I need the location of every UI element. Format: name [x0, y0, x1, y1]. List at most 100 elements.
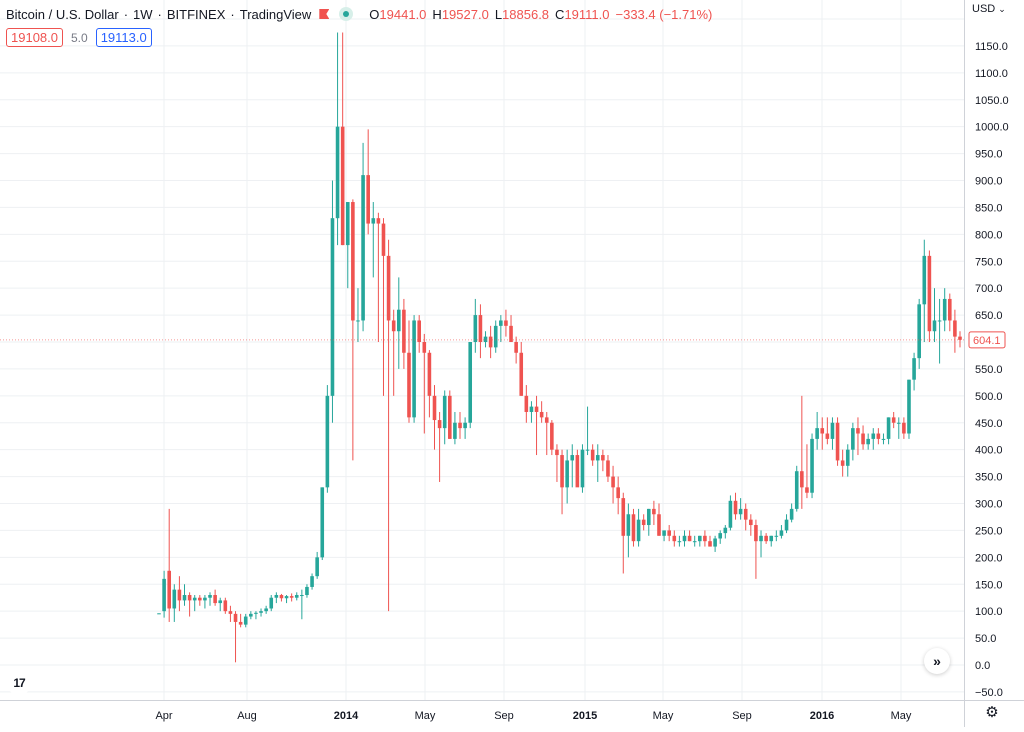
- candle-body: [366, 175, 370, 224]
- candle-body: [754, 525, 758, 542]
- candle: [376, 212, 381, 342]
- price-tick-label: 0.0: [975, 660, 990, 672]
- time-tick-label: 2015: [573, 710, 597, 722]
- candle-body: [198, 597, 202, 601]
- candle-body: [636, 519, 641, 542]
- candle-body: [192, 597, 197, 601]
- time-axis[interactable]: Apr Aug 2014 May Sep 2015 May Sep 2016 May: [0, 700, 964, 727]
- candle: [738, 498, 743, 520]
- candle: [524, 385, 529, 423]
- candle-body: [794, 471, 799, 509]
- candle: [866, 433, 870, 450]
- candle: [917, 298, 921, 369]
- candle: [779, 525, 784, 539]
- tradingview-logo-icon[interactable]: 17: [6, 672, 32, 694]
- candle-body: [902, 422, 906, 434]
- candle-body: [203, 597, 207, 601]
- candlestick-chart[interactable]: [0, 0, 964, 700]
- price-axis[interactable]: 1150.0 1100.0 1050.0 1000.0 950.0 900.0 850.0 8…: [964, 0, 1024, 700]
- candle: [733, 492, 738, 520]
- candle: [279, 593, 284, 602]
- market-status-icon[interactable]: [339, 7, 354, 21]
- candle: [840, 449, 845, 477]
- candle-body: [488, 336, 493, 348]
- candle: [228, 605, 233, 622]
- open-label: O: [369, 6, 380, 22]
- flag-icon[interactable]: [319, 9, 330, 19]
- bid-button[interactable]: 19108.0: [6, 28, 63, 47]
- candle: [208, 592, 212, 606]
- candle-body: [575, 455, 580, 488]
- candle-body: [835, 422, 840, 461]
- candle: [560, 449, 564, 515]
- candle: [851, 422, 855, 461]
- candle: [881, 433, 886, 445]
- candle-body: [300, 595, 304, 597]
- price-axis-scale: 1150.0 1100.0 1050.0 1000.0 950.0 900.0 850.0 8…: [968, 41, 1009, 699]
- candle: [672, 530, 677, 547]
- candle-body: [432, 395, 437, 421]
- gear-icon[interactable]: ⚙: [985, 704, 999, 721]
- candle-body: [937, 320, 942, 322]
- candle-body: [172, 589, 177, 609]
- candle-body: [922, 255, 927, 305]
- candle: [728, 495, 733, 531]
- candle: [509, 315, 513, 342]
- candle: [932, 288, 937, 342]
- candle-body: [417, 320, 421, 342]
- candle-body: [927, 255, 932, 332]
- candle-body: [723, 527, 728, 534]
- candle-body: [682, 535, 687, 542]
- candle: [203, 595, 207, 609]
- candle: [305, 584, 309, 598]
- interval-label[interactable]: 1W: [133, 6, 153, 22]
- time-tick-label: May: [891, 710, 912, 722]
- candle: [580, 444, 585, 493]
- spread-value: 5.0: [71, 30, 88, 45]
- candle-body: [810, 438, 814, 493]
- candle-body: [284, 596, 289, 599]
- candle: [590, 444, 595, 466]
- chart-pane[interactable]: [0, 0, 964, 700]
- candle-body: [840, 460, 845, 466]
- time-axis-scale: Apr Aug 2014 May Sep 2015 May Sep 2016 May: [155, 710, 912, 722]
- candle: [896, 417, 901, 439]
- candle-body: [881, 438, 886, 440]
- candle: [784, 514, 789, 534]
- candle: [442, 390, 447, 445]
- time-tick-label: 2016: [810, 710, 834, 722]
- candle-body: [340, 126, 345, 246]
- candle-body: [825, 433, 830, 439]
- candle: [825, 417, 830, 445]
- change-value: −333.4 (−1.71%): [615, 6, 713, 22]
- candle: [340, 32, 345, 246]
- candle: [565, 449, 569, 504]
- symbol-legend: Bitcoin / U.S. Dollar · 1W · BITFINEX · …: [6, 5, 712, 23]
- candle: [585, 406, 590, 456]
- candle-body: [743, 508, 748, 520]
- candle: [550, 420, 554, 456]
- candle-body: [504, 320, 508, 326]
- currency-selector[interactable]: USD ⌄: [972, 3, 1006, 15]
- candle: [223, 597, 228, 614]
- candle-body: [953, 320, 957, 337]
- price-tick-label: 650.0: [975, 310, 1003, 322]
- ask-button[interactable]: 19113.0: [95, 28, 152, 47]
- candle: [754, 519, 758, 579]
- candle-body: [335, 126, 340, 219]
- candle-body: [626, 514, 631, 536]
- candle-body: [958, 336, 962, 340]
- symbol-name[interactable]: Bitcoin / U.S. Dollar: [6, 6, 119, 22]
- price-tick-label: 300.0: [975, 499, 1003, 511]
- quote-panel: 19108.0 5.0 19113.0: [6, 28, 152, 47]
- candle-body: [891, 417, 896, 423]
- candle: [233, 611, 238, 663]
- candle: [641, 514, 646, 531]
- price-tick-label: 50.0: [975, 633, 996, 645]
- candle-body: [208, 595, 212, 598]
- candle-body: [345, 202, 350, 246]
- candle: [177, 576, 182, 612]
- high-label: H: [432, 6, 442, 22]
- double-chevron-right-icon[interactable]: »: [924, 648, 950, 674]
- candle-body: [233, 613, 238, 622]
